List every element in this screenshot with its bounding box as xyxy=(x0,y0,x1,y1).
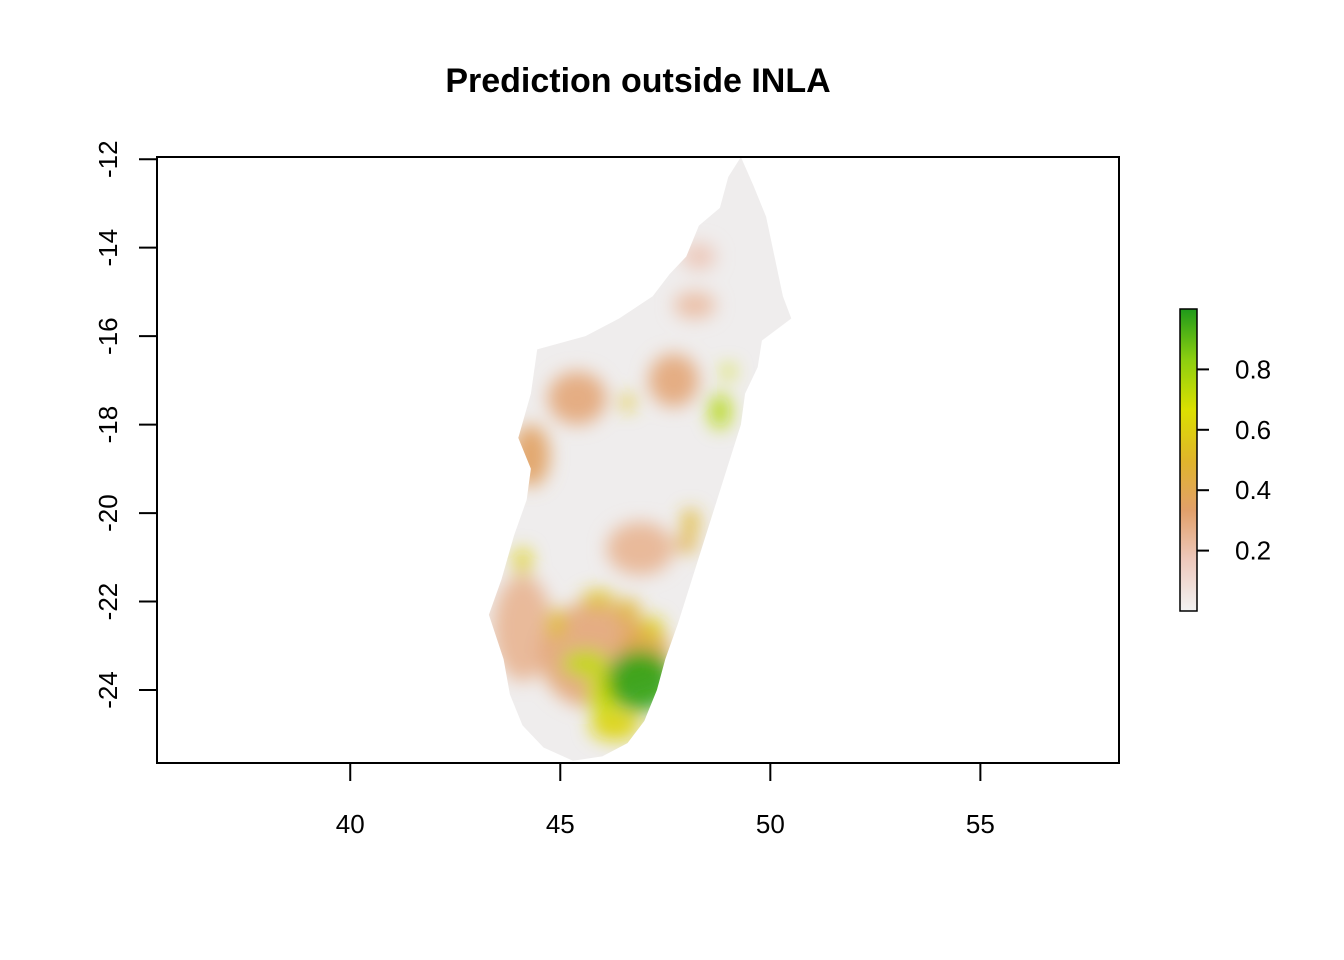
prediction-hotspot xyxy=(493,575,552,682)
prediction-hotspot xyxy=(642,617,664,640)
prediction-hotspot xyxy=(648,353,699,407)
prediction-hotspot xyxy=(606,650,674,713)
prediction-raster xyxy=(488,157,792,761)
legend-tick-label: 0.6 xyxy=(1235,415,1271,445)
y-tick-label: -24 xyxy=(93,671,123,709)
x-tick-label: 40 xyxy=(336,809,365,839)
prediction-hotspot xyxy=(722,364,735,379)
region-base xyxy=(488,157,792,761)
legend-tick-label: 0.4 xyxy=(1235,475,1271,505)
prediction-hotspot xyxy=(581,590,615,609)
color-legend: 0.2 0.4 0.6 0.8 xyxy=(1179,308,1271,612)
chart-title: Prediction outside INLA xyxy=(445,62,830,100)
y-tick-label: -22 xyxy=(93,583,123,621)
y-tick-label: -12 xyxy=(93,140,123,178)
prediction-hotspot xyxy=(675,535,697,553)
y-tick-label: -18 xyxy=(93,406,123,444)
x-tick-label: 45 xyxy=(546,809,575,839)
prediction-hotspot xyxy=(514,548,531,575)
prediction-hotspot xyxy=(682,508,699,536)
prediction-hotspot xyxy=(589,709,641,741)
y-tick-label: -16 xyxy=(93,317,123,355)
prediction-hotspot xyxy=(673,291,716,319)
y-axis: -12 -14 -16 -18 -20 -22 -24 xyxy=(93,140,158,709)
x-tick-label: 55 xyxy=(966,809,995,839)
x-axis: 40 45 50 55 xyxy=(336,762,995,839)
prediction-hotspot xyxy=(562,650,609,677)
legend-colorbar xyxy=(1179,308,1198,612)
prediction-hotspot xyxy=(682,243,716,270)
legend-tick-label: 0.2 xyxy=(1235,536,1271,566)
prediction-hotspot xyxy=(512,424,550,487)
prediction-hotspot xyxy=(606,522,674,575)
y-tick-label: -14 xyxy=(93,229,123,267)
prediction-hotspot xyxy=(614,599,641,622)
prediction-hotspot xyxy=(709,393,731,429)
prediction-hotspot xyxy=(547,608,565,640)
y-tick-label: -20 xyxy=(93,494,123,532)
prediction-hotspot xyxy=(547,371,607,425)
prediction-hotspot xyxy=(621,393,634,412)
x-tick-label: 50 xyxy=(756,809,785,839)
legend-tick-label: 0.8 xyxy=(1235,354,1271,384)
